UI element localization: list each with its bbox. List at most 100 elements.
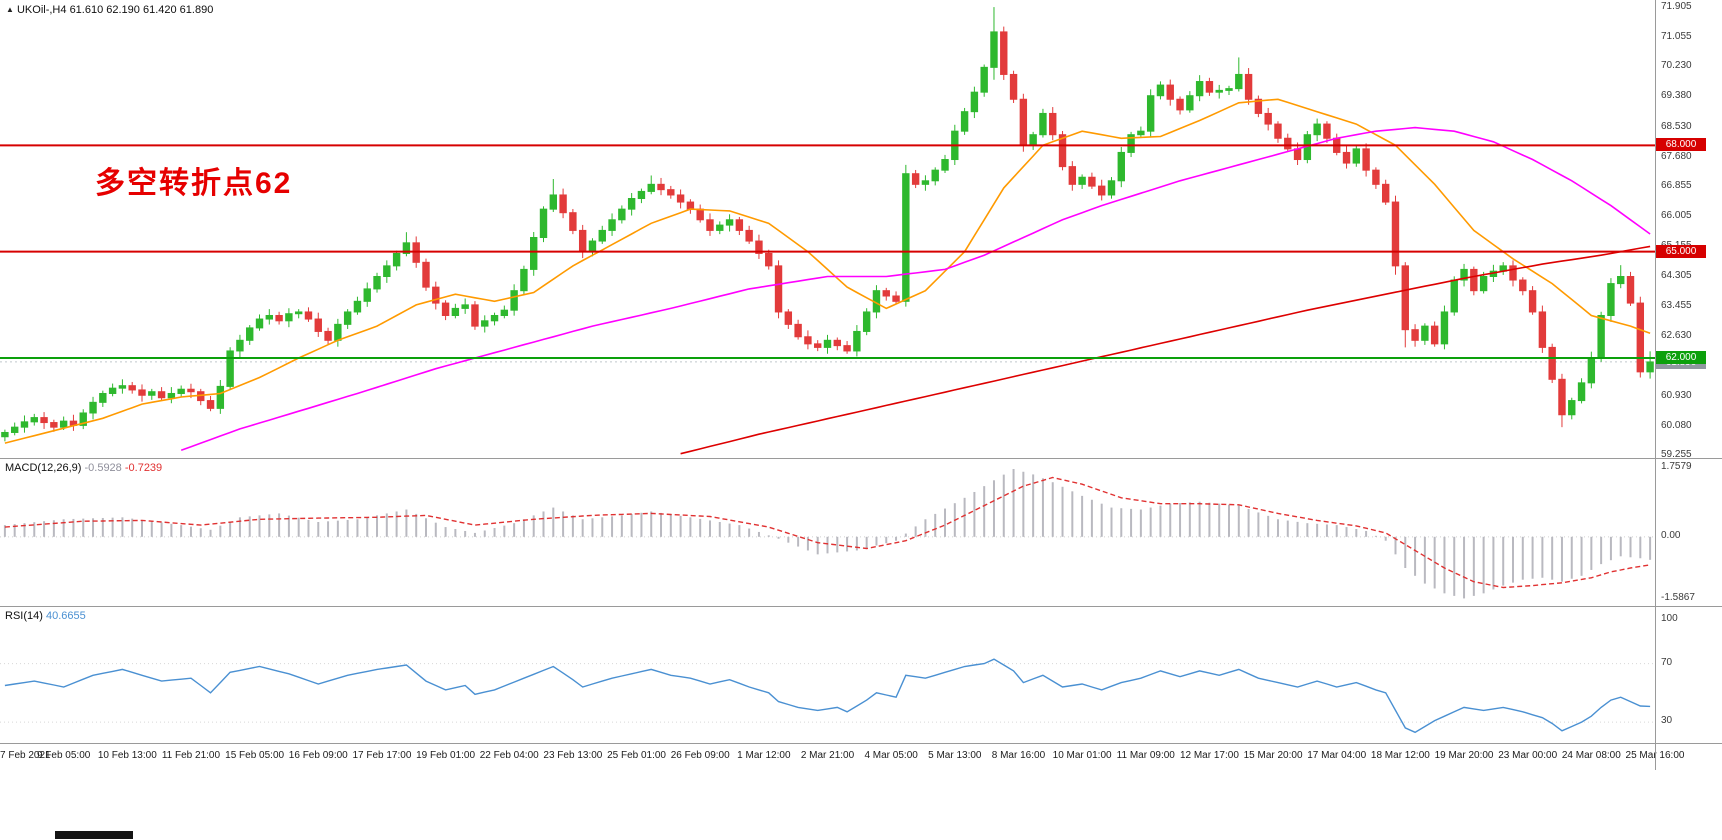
price-axis-label: 66.855 [1661, 179, 1692, 191]
price-axis-label: 64.305 [1661, 270, 1692, 282]
candle-body [1186, 95, 1194, 111]
candle-body [539, 208, 548, 239]
candle-body [696, 208, 704, 221]
macd-name: MACD(12,26,9) [5, 462, 82, 474]
candle-body [1342, 151, 1351, 164]
candle-body [285, 313, 293, 322]
rsi-canvas[interactable] [0, 608, 1655, 744]
chart-annotation-text[interactable]: 多空转折点62 [95, 167, 293, 200]
candle-body [559, 194, 567, 214]
rsi-name: RSI(14) [5, 610, 43, 622]
candle-body [1058, 134, 1067, 168]
candle-body [1323, 123, 1331, 139]
candle-body [608, 219, 616, 231]
candle-body [1215, 89, 1223, 93]
candle-body [686, 201, 695, 210]
candle-body [1391, 201, 1400, 267]
scrollbar-thumb[interactable] [55, 831, 133, 839]
candle-body [402, 242, 411, 254]
candle-body [363, 288, 371, 302]
time-axis-label: 15 Mar 20:00 [1243, 750, 1303, 761]
rsi-axis-label: 70 [1661, 656, 1673, 668]
price-chart-canvas[interactable] [0, 0, 1655, 458]
candle-body [79, 412, 87, 426]
time-axis-label: 24 Mar 08:00 [1561, 750, 1621, 761]
time-axis-label: 22 Feb 04:00 [479, 750, 539, 761]
candle-body [980, 66, 988, 93]
candle-body [1029, 134, 1037, 146]
candle-body [461, 304, 469, 309]
candle-body [1470, 268, 1478, 292]
time-axis-label: 5 Mar 13:00 [928, 750, 982, 761]
price-badge-65.000: 65.000 [1656, 244, 1706, 258]
candle-body [706, 219, 714, 231]
candle-body [657, 183, 665, 191]
candle-body [1401, 265, 1409, 331]
time-axis-label: 2 Mar 21:00 [800, 750, 855, 761]
candle-body [1274, 123, 1282, 139]
macd-main-value: -0.5928 [84, 462, 122, 474]
candle-body [745, 229, 753, 242]
candle-body [314, 318, 322, 332]
rsi-line [4, 658, 1651, 734]
candle-body [343, 311, 352, 325]
candle-body [1176, 98, 1184, 111]
candle-body [422, 261, 430, 288]
candle-body [128, 385, 136, 391]
candle-body [177, 388, 185, 394]
macd-axis-label: -1.5867 [1661, 591, 1695, 603]
candle-body [1519, 279, 1527, 292]
candle-body [481, 320, 489, 327]
candle-body [157, 391, 166, 399]
price-scale-column [1655, 0, 1722, 770]
candle-body [970, 91, 979, 113]
candle-body [1264, 112, 1272, 125]
candle-body [588, 240, 597, 253]
price-axis-label: 70.230 [1661, 60, 1692, 72]
time-axis-label: 17 Feb 17:00 [352, 750, 412, 761]
candle-body [187, 388, 195, 393]
time-axis-label: 4 Mar 05:00 [864, 750, 918, 761]
candle-body [226, 350, 234, 387]
candle-body [784, 311, 793, 325]
time-axis-label: 7 Feb 2021 [0, 750, 51, 761]
candle-body [1568, 400, 1576, 416]
price-chart-panel[interactable]: ▲ UKOil-,H4 61.610 62.190 61.420 61.890 … [0, 0, 1722, 458]
candle-body [1617, 276, 1625, 285]
candle-body [755, 240, 763, 254]
macd-axis-label: 1.7579 [1661, 461, 1692, 473]
candle-body [833, 339, 841, 347]
candle-body [853, 330, 861, 352]
candles [1, 7, 1654, 442]
candle-body [1479, 276, 1488, 292]
candle-body [941, 159, 949, 171]
candle-body [1509, 265, 1517, 281]
price-axis-label: 62.630 [1661, 329, 1692, 341]
candle-body [1244, 73, 1253, 100]
candle-body [598, 229, 606, 242]
candle-body [1195, 81, 1204, 97]
candle-body [1421, 325, 1429, 341]
candle-body [960, 111, 969, 132]
macd-canvas[interactable] [0, 460, 1655, 607]
candle-body [441, 302, 450, 316]
candle-body [108, 387, 117, 394]
time-axis-label: 18 Mar 12:00 [1370, 750, 1430, 761]
candle-body [59, 420, 68, 428]
candle-body [774, 265, 783, 313]
macd-indicator-panel[interactable]: MACD(12,26,9) -0.5928 -0.7239 [0, 458, 1722, 606]
time-axis-label: 19 Feb 01:00 [416, 750, 476, 761]
candle-body [40, 417, 48, 424]
rsi-axis-label: 100 [1661, 612, 1678, 624]
candle-body [1000, 31, 1008, 75]
time-axis-label: 10 Feb 13:00 [97, 750, 157, 761]
candle-body [89, 401, 97, 414]
rsi-indicator-panel[interactable]: RSI(14) 40.6655 [0, 606, 1722, 743]
candle-body [1068, 166, 1077, 185]
price-axis-label: 71.905 [1661, 0, 1692, 12]
candle-body [627, 198, 636, 210]
time-axis-label: 11 Mar 09:00 [1116, 750, 1175, 761]
candle-body [892, 295, 900, 302]
macd-histogram [3, 468, 1652, 599]
candle-body [921, 180, 930, 185]
